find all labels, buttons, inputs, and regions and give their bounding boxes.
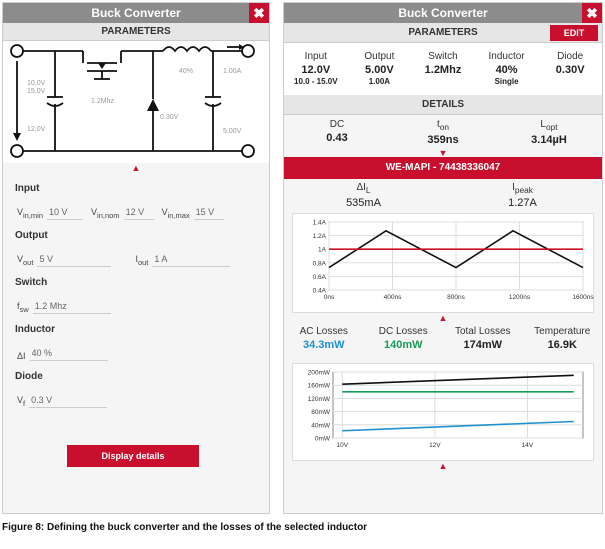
losses-chart-ytick-5: 200mW — [308, 370, 331, 377]
right-title-bar: Buck Converter ✖ — [284, 3, 602, 23]
losses-chart-series-line-0 — [342, 374, 574, 386]
losses-chart-ytick-4: 160mW — [308, 383, 331, 390]
vin-nom-label: Vin,nom — [91, 207, 120, 220]
ripple-chart-xtick-4: 1600ns — [572, 294, 594, 301]
switch-group-title: Switch — [15, 277, 48, 288]
ripple-chart-series-line-0 — [328, 229, 584, 269]
iout-input[interactable] — [152, 252, 231, 267]
vout-label: Vout — [17, 254, 34, 267]
left-title: Buck Converter — [91, 6, 181, 20]
vin-min-label: Vin,min — [17, 207, 44, 220]
right-buck-panel: Buck Converter ✖ PARAMETERS EDIT Input 12… — [283, 2, 603, 514]
loss-dc: DC Losses 140mW — [378, 326, 428, 351]
ripple-chart-ytick-3: 1A — [318, 247, 327, 254]
ripple-summary: ΔIL 535mA Ipeak 1.27A — [284, 179, 602, 209]
param-input: Input 12.0V 10.0 - 15.0V — [294, 51, 338, 86]
schematic: 10.0V 15.0V 12.0V 1.2Mhz 40% 0.30V 1.00A… — [3, 41, 269, 163]
loss-ac: AC Losses 34.3mW — [299, 326, 348, 351]
ripple-chart-xtick-1: 400ns — [384, 294, 402, 301]
right-close-icon[interactable]: ✖ — [582, 3, 602, 23]
edit-button[interactable]: EDIT — [550, 25, 598, 41]
ripple-ipeak: Ipeak 1.27A — [508, 182, 537, 209]
left-buck-panel: Buck Converter ✖ PARAMETERS — [2, 2, 270, 514]
losses-chart-box: 0mW 40mW 80mW 120mW 160mW 200mW 10V 12V 14V — [292, 363, 594, 461]
losses-collapse-chevron-icon[interactable]: ▲ — [438, 461, 448, 471]
ripple-chart-xtick-0: 0ns — [324, 294, 335, 301]
losses-chart-ytick-1: 40mW — [311, 422, 331, 429]
losses-chart-series-line-2 — [342, 420, 574, 432]
fsw-label: fsw — [17, 301, 29, 314]
loss-temperature: Temperature 16.9K — [534, 326, 591, 351]
ripple-chart-ytick-2: 0.8A — [313, 260, 327, 267]
detail-dc: DC 0.43 — [326, 119, 348, 144]
vf-input[interactable] — [29, 393, 108, 408]
figure-caption: Figure 8: Defining the buck converter an… — [2, 522, 368, 533]
losses-chart-xtick-1: 12V — [429, 442, 441, 449]
param-switch: Switch 1.2Mhz — [424, 51, 462, 76]
schematic-diagram: 10.0V 15.0V 12.0V 1.2Mhz 40% 0.30V 1.00A… — [10, 44, 255, 158]
losses-chart-ytick-0: 0mW — [315, 436, 331, 443]
svg-text:15.0V: 15.0V — [27, 88, 46, 95]
inductor-group-title: Inductor — [15, 324, 55, 335]
left-close-icon[interactable]: ✖ — [249, 3, 269, 23]
vin-min-input[interactable] — [47, 205, 84, 220]
schem-vin-low: 12.0V — [27, 126, 46, 133]
output-group-title: Output — [15, 230, 48, 241]
schem-iout: 1.00A — [223, 68, 242, 75]
losses-summary: AC Losses 34.3mW DC Losses 140mW Total Los… — [284, 323, 602, 357]
left-parameters-header: PARAMETERS — [3, 23, 269, 41]
vin-max-label: Vin,max — [161, 207, 190, 220]
ripple-chart-ytick-1: 0.6A — [313, 274, 327, 281]
ripple-chart-ytick-4: 1.2A — [313, 233, 327, 240]
details-summary: DC 0.43 ton 359ns Lopt 3.14µH — [284, 115, 602, 149]
param-inductor: Inductor 40% Single — [488, 51, 525, 86]
losses-chart-ytick-3: 120mW — [308, 396, 331, 403]
schem-ripple: 40% — [179, 68, 193, 75]
delta-i-input[interactable] — [29, 346, 108, 361]
right-parameters-header: PARAMETERS EDIT — [284, 23, 602, 43]
right-parameters-label: PARAMETERS — [408, 27, 478, 38]
details-header: DETAILS — [284, 95, 602, 115]
losses-chart-ytick-2: 80mW — [311, 409, 331, 416]
delta-i-label: ΔI — [17, 351, 26, 361]
diode-group-title: Diode — [15, 371, 43, 382]
schem-vout: 5.00V — [223, 128, 242, 135]
parameters-summary: Input 12.0V 10.0 - 15.0V Output 5.00V 1.00A … — [284, 43, 602, 95]
detail-ton: ton 359ns — [427, 119, 459, 146]
schem-freq: 1.2Mhz — [91, 98, 114, 105]
current-chart-box: 0.4A 0.6A 0.8A 1A 1.2A 1.4A 0ns 400ns 800ns 1200n… — [292, 213, 594, 313]
ripple-chart-ytick-0: 0.4A — [313, 288, 327, 295]
schem-diode-vf: 0.30V — [160, 114, 179, 121]
fsw-input[interactable] — [32, 299, 111, 314]
losses-chart-xtick-2: 14V — [522, 442, 534, 449]
ripple-delta-il: ΔIL 535mA — [346, 182, 381, 209]
ripple-chart-ytick-5: 1.4A — [313, 220, 327, 227]
details-expand-chevron-icon[interactable]: ▼ — [438, 148, 448, 158]
param-diode: Diode 0.30V — [555, 51, 585, 76]
vin-nom-input[interactable] — [123, 205, 154, 220]
vf-label: Vf — [17, 395, 26, 408]
losses-chart-plot-area — [332, 371, 584, 439]
detail-lopt: Lopt 3.14µH — [531, 119, 567, 146]
ripple-chart-xtick-3: 1200ns — [509, 294, 531, 301]
chart-collapse-chevron-icon[interactable]: ▲ — [438, 313, 448, 323]
param-output: Output 5.00V 1.00A — [364, 51, 395, 86]
part-number-bar[interactable]: WE-MAPI - 74438336047 — [284, 157, 602, 179]
iout-label: Iout — [135, 254, 149, 267]
display-details-button[interactable]: Display details — [67, 445, 199, 467]
vin-max-input[interactable] — [193, 205, 224, 220]
left-title-bar: Buck Converter ✖ — [3, 3, 269, 23]
losses-vs-voltage-chart: 0mW 40mW 80mW 120mW 160mW 200mW 10V 12V 14V — [308, 370, 584, 449]
losses-chart-xtick-0: 10V — [336, 442, 348, 449]
schem-vin-range: 10.0V — [27, 80, 46, 87]
right-title: Buck Converter — [398, 6, 488, 20]
left-collapse-chevron-icon[interactable]: ▲ — [131, 163, 141, 173]
loss-total: Total Losses 174mW — [454, 326, 511, 351]
current-ripple-chart: 0.4A 0.6A 0.8A 1A 1.2A 1.4A 0ns 400ns 800ns 1200n… — [313, 220, 595, 302]
input-group-title: Input — [15, 183, 40, 194]
vout-input[interactable] — [37, 252, 112, 267]
ripple-chart-xtick-2: 800ns — [447, 294, 465, 301]
